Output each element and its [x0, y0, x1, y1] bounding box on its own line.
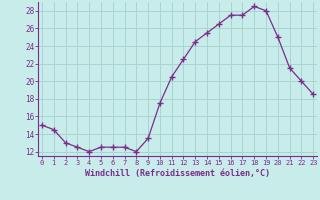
X-axis label: Windchill (Refroidissement éolien,°C): Windchill (Refroidissement éolien,°C) [85, 169, 270, 178]
